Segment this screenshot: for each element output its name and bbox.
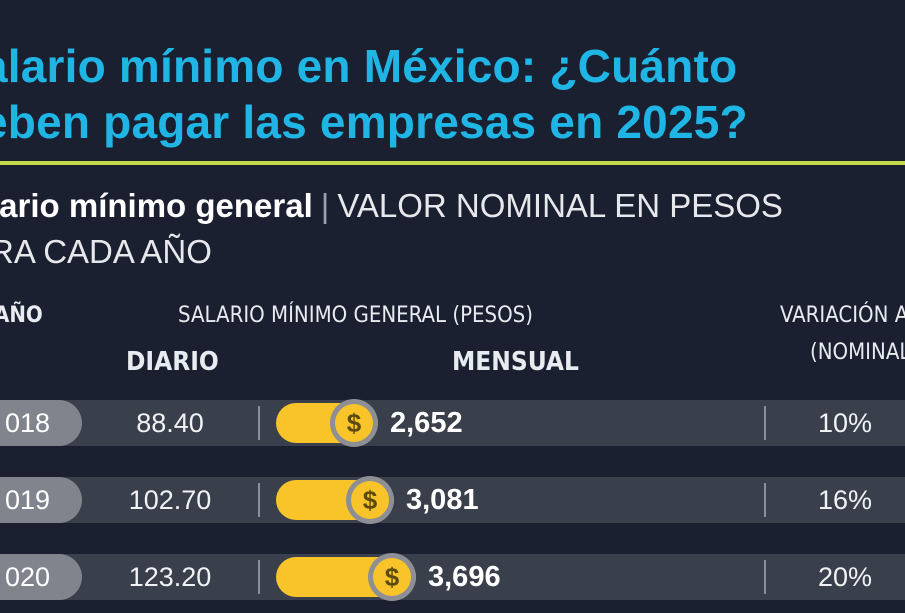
table-row: 019 102.70 $3,081 16%: [0, 476, 905, 524]
column-divider: [258, 483, 260, 517]
daily-value: 102.70: [128, 485, 212, 515]
daily-value: 88.40: [136, 408, 204, 438]
subtitle-bold: lario mínimo general: [0, 187, 313, 224]
year-pill: 020: [0, 554, 82, 600]
subtitle-separator: |: [320, 187, 330, 224]
monthly-value-label: 2,652: [390, 407, 463, 439]
dollar-coin-icon: $: [330, 399, 378, 447]
dollar-coin-icon: $: [368, 553, 416, 601]
column-divider: [764, 560, 766, 594]
column-header-variation: VARIACIÓN AN: [780, 303, 905, 328]
coin-symbol: $: [351, 481, 389, 519]
monthly-value-label: 3,081: [406, 484, 479, 516]
title-line-2: eben pagar las empresas en 2025?: [0, 96, 748, 148]
daily-value: 123.20: [128, 562, 212, 592]
chart-subtitle: lario mínimo general | VALOR NOMINAL EN PE…: [0, 184, 905, 228]
year-label: 018: [4, 408, 50, 438]
page-title: alario mínimo en México: ¿Cuánto eben pa…: [0, 38, 905, 150]
table-row: 018 88.40 $2,652 10%: [0, 399, 905, 447]
year-label: 020: [4, 562, 50, 592]
monthly-bar: $: [276, 399, 378, 447]
subtitle-light: VALOR NOMINAL EN PESOS: [337, 187, 783, 224]
column-divider: [258, 406, 260, 440]
subtitle-line-2: RA CADA AÑO: [0, 233, 212, 270]
column-divider: [258, 560, 260, 594]
column-header-year: AÑO: [0, 303, 43, 328]
coin-symbol: $: [373, 558, 411, 596]
year-pill: 018: [0, 400, 82, 446]
year-label: 019: [4, 485, 50, 515]
column-divider: [764, 406, 766, 440]
variation-value: 20%: [817, 562, 873, 592]
monthly-value-label: 3,696: [428, 561, 501, 593]
year-pill: 019: [0, 477, 82, 523]
variation-value: 16%: [817, 485, 873, 515]
column-header-group: SALARIO MÍNIMO GENERAL (PESOS): [178, 303, 533, 328]
column-divider: [764, 483, 766, 517]
column-header-variation-sub: (NOMINAL: [810, 340, 905, 365]
dollar-coin-icon: $: [346, 476, 394, 524]
variation-value: 10%: [817, 408, 873, 438]
column-header-daily: DIARIO: [126, 347, 219, 377]
monthly-bar: $: [276, 476, 394, 524]
title-line-1: alario mínimo en México: ¿Cuánto: [0, 40, 738, 92]
title-divider: [0, 161, 905, 165]
coin-symbol: $: [335, 404, 373, 442]
table-row: 020 123.20 $3,696 20%: [0, 553, 905, 601]
monthly-bar: $: [276, 553, 416, 601]
column-header-monthly: MENSUAL: [452, 347, 579, 377]
